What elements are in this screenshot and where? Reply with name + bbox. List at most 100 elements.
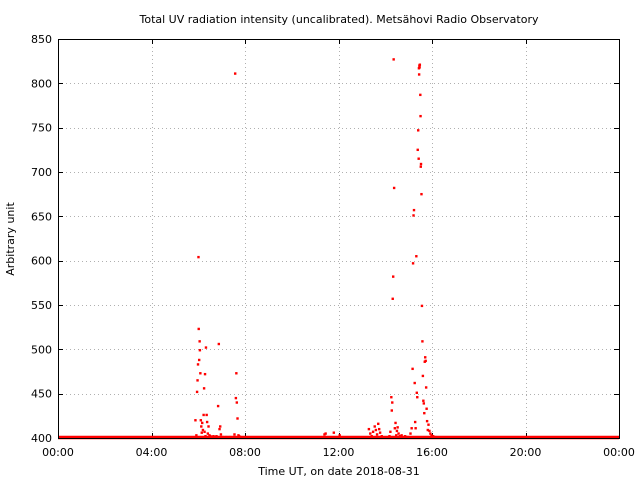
x-tick-label: 16:00 bbox=[416, 446, 448, 459]
x-tick-labels: 00:00 04:00 08:00 12:00 16:00 20:00 00:00 bbox=[42, 446, 635, 459]
data-point bbox=[198, 340, 201, 343]
y-tick-label: 500 bbox=[31, 343, 52, 356]
data-point bbox=[200, 431, 203, 434]
data-point bbox=[412, 208, 416, 212]
data-point bbox=[370, 435, 373, 438]
data-points bbox=[194, 58, 437, 439]
data-point bbox=[415, 255, 418, 258]
data-point bbox=[194, 419, 197, 422]
data-point bbox=[197, 327, 200, 331]
data-point bbox=[207, 425, 210, 428]
data-point bbox=[392, 58, 395, 61]
data-point bbox=[204, 435, 207, 438]
data-point bbox=[420, 192, 423, 196]
data-point bbox=[410, 427, 413, 430]
x-tick-label: 08:00 bbox=[229, 446, 261, 459]
data-point bbox=[422, 399, 425, 402]
data-point bbox=[389, 430, 392, 433]
data-point bbox=[400, 434, 403, 437]
data-point bbox=[206, 432, 210, 435]
data-point bbox=[415, 391, 419, 394]
data-point bbox=[233, 433, 236, 436]
data-point bbox=[420, 304, 424, 308]
y-tick-label: 450 bbox=[31, 388, 52, 401]
data-point bbox=[413, 381, 416, 385]
data-point bbox=[369, 432, 372, 435]
data-point bbox=[416, 148, 419, 152]
data-point bbox=[390, 409, 393, 412]
data-point bbox=[431, 435, 435, 438]
data-point bbox=[202, 413, 205, 417]
data-point bbox=[338, 434, 341, 437]
data-point bbox=[391, 275, 395, 278]
data-point bbox=[395, 429, 399, 433]
data-point bbox=[394, 421, 397, 425]
data-point bbox=[199, 419, 203, 422]
data-point bbox=[228, 435, 232, 439]
data-point bbox=[427, 423, 430, 426]
data-point bbox=[216, 404, 220, 408]
data-point bbox=[201, 421, 204, 425]
x-tick-label: 04:00 bbox=[136, 446, 168, 459]
data-point bbox=[236, 417, 239, 420]
data-point bbox=[234, 396, 238, 400]
data-point bbox=[429, 432, 432, 435]
data-point bbox=[213, 435, 217, 439]
data-point bbox=[324, 432, 327, 435]
data-point bbox=[419, 162, 423, 166]
y-tick-label: 700 bbox=[31, 166, 52, 179]
data-point bbox=[402, 435, 405, 439]
data-point bbox=[218, 427, 221, 431]
data-point bbox=[204, 346, 208, 349]
data-point bbox=[428, 429, 431, 433]
y-tick-labels: 400 450 500 550 600 650 700 750 800 850 bbox=[31, 33, 52, 445]
data-point bbox=[377, 427, 381, 431]
data-point bbox=[388, 435, 391, 438]
data-point bbox=[221, 435, 224, 439]
data-point bbox=[203, 372, 207, 376]
data-point bbox=[205, 413, 208, 417]
y-tick-label: 650 bbox=[31, 210, 52, 223]
data-point bbox=[203, 430, 206, 433]
data-point bbox=[200, 425, 203, 428]
data-point bbox=[414, 427, 417, 430]
data-point bbox=[391, 401, 394, 404]
data-point bbox=[425, 407, 428, 410]
data-point bbox=[434, 435, 437, 439]
data-point bbox=[421, 340, 424, 343]
data-point bbox=[195, 390, 199, 394]
data-point bbox=[219, 425, 222, 428]
data-point bbox=[239, 435, 242, 439]
data-point bbox=[380, 435, 383, 438]
y-tick-label: 400 bbox=[31, 432, 52, 445]
data-point bbox=[419, 114, 422, 118]
data-point bbox=[416, 396, 419, 399]
grid bbox=[58, 39, 619, 438]
data-point bbox=[421, 374, 425, 378]
data-point bbox=[406, 435, 409, 439]
data-point bbox=[425, 419, 429, 423]
y-tick-label: 600 bbox=[31, 255, 52, 268]
data-point bbox=[413, 420, 417, 424]
data-point bbox=[417, 129, 420, 132]
data-point bbox=[419, 165, 422, 168]
y-tick-label: 800 bbox=[31, 77, 52, 90]
data-point bbox=[412, 214, 415, 217]
chart-title: Total UV radiation intensity (uncalibrat… bbox=[139, 13, 539, 26]
data-point bbox=[397, 432, 400, 435]
y-tick-label: 850 bbox=[31, 33, 52, 46]
data-point bbox=[233, 72, 237, 75]
data-point bbox=[417, 73, 421, 76]
data-point bbox=[198, 349, 202, 352]
data-point bbox=[212, 435, 215, 438]
data-point bbox=[403, 435, 407, 438]
data-point bbox=[367, 427, 371, 431]
data-point bbox=[197, 255, 200, 259]
data-point bbox=[418, 63, 422, 66]
data-point bbox=[377, 422, 380, 426]
x-tick-label: 00:00 bbox=[42, 446, 74, 459]
data-point bbox=[418, 66, 421, 69]
data-point bbox=[217, 342, 221, 346]
